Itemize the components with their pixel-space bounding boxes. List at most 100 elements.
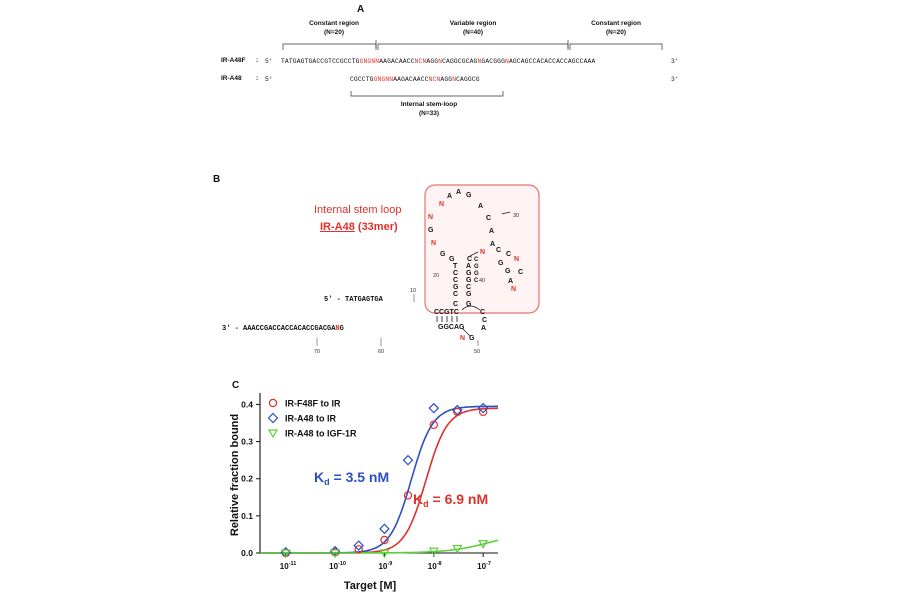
- base-c: C: [480, 309, 485, 316]
- panel-c-label: C: [232, 380, 240, 391]
- data-point: [428, 547, 439, 557]
- data-point: [354, 545, 363, 554]
- constant-region-right-header: Constant region (N=20): [576, 19, 656, 37]
- data-point: [403, 491, 413, 500]
- strand-3prime-seq: 3' - AAACCGACCACCACACCGACGA: [222, 325, 336, 333]
- base-g: G: [466, 291, 472, 298]
- variable-nucleotide: GNGNN: [373, 76, 394, 83]
- kd-k: K: [413, 491, 423, 507]
- panel-a-label: A: [357, 4, 365, 15]
- data-point: [478, 407, 488, 417]
- sequence-ir-a48f: TATGAGTGACCGTCCGCCTGGNGNNAAGACAACCNCNAGG…: [281, 58, 595, 65]
- data-point: [452, 544, 463, 554]
- base-n: N: [439, 201, 444, 208]
- position-40: 40: [479, 278, 485, 284]
- position-10: 10: [410, 288, 416, 294]
- base-g: G: [466, 277, 472, 284]
- base-c: C: [496, 247, 501, 254]
- base-c: C: [486, 215, 491, 222]
- x-tick-label: 10-8: [428, 561, 442, 571]
- callout-name: IR-A48 (33mer): [320, 221, 398, 233]
- legend-label: IR-F48F to IR: [285, 399, 341, 409]
- kd-sub: d: [324, 477, 330, 487]
- position-70: 70: [314, 349, 320, 355]
- base-n: N: [428, 214, 433, 221]
- base-a: A: [478, 203, 483, 210]
- sequence-segment: AAGACAACC: [393, 76, 429, 83]
- data-point: [353, 540, 365, 551]
- region-count: (N=40): [462, 29, 484, 36]
- lower-stem-top: CCGTC: [434, 309, 459, 316]
- base-a: A: [447, 193, 452, 200]
- base-g: G: [498, 260, 504, 267]
- base-g: G: [505, 268, 511, 275]
- stem-loop-count: (N=33): [418, 110, 440, 117]
- strand-3prime-end: G: [339, 325, 344, 333]
- data-point: [379, 523, 390, 535]
- data-point: [477, 402, 489, 414]
- sequence-segment: AAGACAACC: [379, 58, 415, 65]
- base-t: T: [453, 263, 458, 270]
- secondary-structure: A A G N N A C G A N A G N C C N G G C A …: [314, 184, 540, 355]
- strand-3prime: 3' - AAACCGACCACCACACCGACGANG: [222, 325, 344, 333]
- row-5prime: 5': [265, 76, 273, 83]
- variable-nucleotide: NCN: [414, 58, 427, 65]
- base-c: C: [518, 269, 523, 276]
- data-point: [380, 535, 389, 545]
- row-5prime: 5': [265, 58, 273, 65]
- base-n: N: [431, 240, 436, 247]
- base-a: A: [490, 241, 495, 248]
- x-tick-label: 10-7: [477, 561, 491, 571]
- base-c: C: [453, 301, 458, 308]
- data-point: [280, 549, 291, 559]
- sequence-segment: AGG: [440, 76, 453, 83]
- base-g: G: [469, 335, 475, 342]
- data-point: [452, 404, 463, 416]
- position-50: 50: [474, 349, 480, 355]
- kd-value: = 3.5 nM: [330, 469, 390, 485]
- data-point: [453, 407, 462, 417]
- y-tick-label: 0.2: [241, 474, 253, 484]
- base-g: G: [474, 264, 479, 270]
- base-c: C: [467, 256, 472, 263]
- base-n: N: [511, 286, 516, 293]
- base-c: C: [453, 277, 458, 284]
- region-brackets: [282, 40, 663, 97]
- sequence-segment: TATGAGTGACCGTCCGCCTG: [281, 58, 360, 65]
- sequence-ir-a48: CGCCTGGNGNNAAGACAACCNCNAGGNCAGGCG: [350, 76, 480, 83]
- row-3prime: 3': [671, 76, 679, 83]
- y-axis-label: Relative fraction bound: [229, 414, 241, 536]
- legend-marker: [267, 429, 279, 439]
- y-tick-label: 0.3: [241, 437, 253, 447]
- data-point: [330, 549, 341, 559]
- base-g: G: [449, 256, 455, 263]
- y-tick-label: 0.1: [241, 511, 253, 521]
- base-g: G: [453, 284, 459, 291]
- legend-marker: [267, 412, 279, 424]
- row-separator: :: [256, 75, 259, 82]
- x-tick-label: 10-10: [329, 561, 346, 571]
- base-g: G: [466, 192, 472, 199]
- variable-nucleotide: N: [438, 58, 443, 65]
- base-c: C: [453, 291, 458, 298]
- data-point: [429, 420, 439, 430]
- variable-nucleotide: GNGNN: [359, 58, 380, 65]
- base-a: A: [489, 228, 494, 235]
- sequence-segment: CAGGCG: [456, 76, 480, 83]
- data-point: [428, 402, 440, 414]
- position-20: 20: [433, 273, 439, 279]
- sequence-segment: AGCAGCCACACCACCAGCCAAA: [508, 58, 596, 65]
- lower-stem-bottom: GGCAG: [438, 324, 465, 331]
- strand-5prime: 5' - TATGAGTGA: [324, 296, 383, 304]
- variable-nucleotide: NCN: [428, 76, 441, 83]
- stem-loop-title: Internal stem-loop: [400, 101, 458, 108]
- kd-annotation-red: Kd = 6.9 nM: [413, 491, 488, 509]
- row-label-ir-a48: IR-A48: [221, 75, 242, 82]
- position-30: 30: [513, 213, 519, 219]
- legend-label: IR-A48 to IGF-1R: [285, 429, 357, 439]
- x-tick-label: 10-11: [280, 561, 297, 571]
- constant-region-left-header: Constant region (N=20): [295, 19, 373, 37]
- y-tick-label: 0.4: [241, 399, 253, 409]
- variable-region-header: Variable region (N=40): [432, 19, 514, 37]
- data-point: [478, 540, 489, 549]
